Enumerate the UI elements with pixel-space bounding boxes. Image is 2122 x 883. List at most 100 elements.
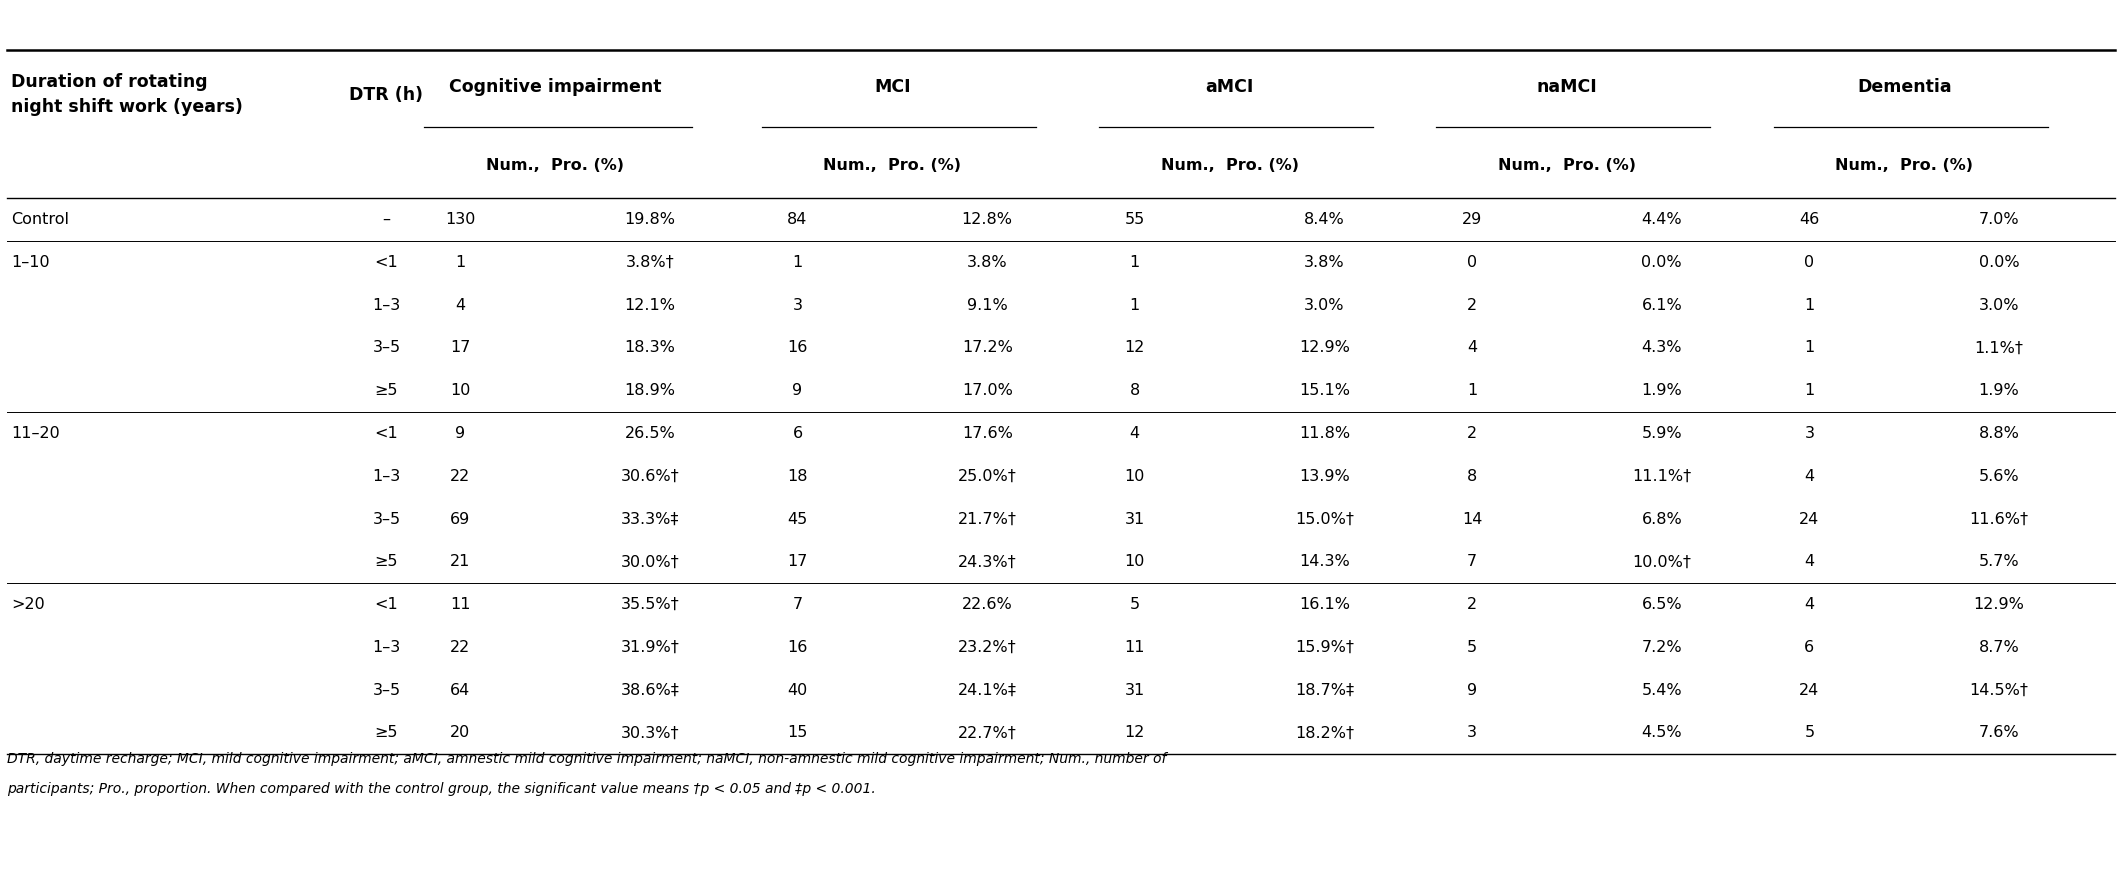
Text: 11: 11 [450, 597, 471, 612]
Text: 17.0%: 17.0% [961, 383, 1012, 398]
Text: 1: 1 [454, 255, 465, 270]
Text: 1: 1 [1466, 383, 1477, 398]
Text: 12: 12 [1125, 726, 1146, 741]
Text: 5.9%: 5.9% [1642, 426, 1683, 441]
Text: 0: 0 [1804, 255, 1814, 270]
Text: 4: 4 [1804, 469, 1814, 484]
Text: 20: 20 [450, 726, 471, 741]
Text: 1: 1 [1129, 298, 1140, 313]
Text: 31: 31 [1125, 683, 1146, 698]
Text: 18: 18 [787, 469, 808, 484]
Text: 9: 9 [454, 426, 465, 441]
Text: 1: 1 [792, 255, 802, 270]
Text: 1: 1 [1804, 341, 1814, 355]
Text: 7.0%: 7.0% [1980, 212, 2020, 227]
Text: 14: 14 [1462, 511, 1483, 526]
Text: 14.3%: 14.3% [1299, 555, 1350, 570]
Text: 6.8%: 6.8% [1642, 511, 1683, 526]
Text: 7: 7 [792, 597, 802, 612]
Text: 12.9%: 12.9% [1973, 597, 2024, 612]
Text: 6: 6 [792, 426, 802, 441]
Text: 11.1%†: 11.1%† [1632, 469, 1691, 484]
Text: 38.6%‡: 38.6%‡ [620, 683, 679, 698]
Text: 12.8%: 12.8% [961, 212, 1012, 227]
Text: 18.9%: 18.9% [624, 383, 675, 398]
Text: 21: 21 [450, 555, 471, 570]
Text: 3.0%: 3.0% [1305, 298, 1345, 313]
Text: 8.7%: 8.7% [1978, 640, 2020, 655]
Text: 3: 3 [1804, 426, 1814, 441]
Text: <1: <1 [373, 597, 399, 612]
Text: 4: 4 [1466, 341, 1477, 355]
Text: 16: 16 [787, 341, 808, 355]
Text: 7.2%: 7.2% [1642, 640, 1683, 655]
Text: 6: 6 [1804, 640, 1814, 655]
Text: 6.1%: 6.1% [1642, 298, 1683, 313]
Text: 30.3%†: 30.3%† [620, 726, 679, 741]
Text: ≥5: ≥5 [376, 726, 399, 741]
Text: 1: 1 [1804, 383, 1814, 398]
Text: 0.0%: 0.0% [1980, 255, 2020, 270]
Text: 4.3%: 4.3% [1642, 341, 1683, 355]
Text: >20: >20 [11, 597, 45, 612]
Text: 4.5%: 4.5% [1642, 726, 1683, 741]
Text: naMCI: naMCI [1536, 79, 1598, 96]
Text: 12: 12 [1125, 341, 1146, 355]
Text: <1: <1 [373, 426, 399, 441]
Text: 5.4%: 5.4% [1642, 683, 1683, 698]
Text: 0.0%: 0.0% [1642, 255, 1683, 270]
Text: 46: 46 [1799, 212, 1819, 227]
Text: 4: 4 [454, 298, 465, 313]
Text: 84: 84 [787, 212, 808, 227]
Text: 17: 17 [787, 555, 808, 570]
Text: aMCI: aMCI [1205, 79, 1254, 96]
Text: Cognitive impairment: Cognitive impairment [450, 79, 662, 96]
Text: 5: 5 [1466, 640, 1477, 655]
Text: 130: 130 [446, 212, 475, 227]
Text: 5.6%: 5.6% [1980, 469, 2020, 484]
Text: 18.3%: 18.3% [624, 341, 675, 355]
Text: 25.0%†: 25.0%† [957, 469, 1016, 484]
Text: 10: 10 [1125, 469, 1146, 484]
Text: 23.2%†: 23.2%† [957, 640, 1016, 655]
Text: 15.9%†: 15.9%† [1294, 640, 1354, 655]
Text: 6.5%: 6.5% [1642, 597, 1683, 612]
Text: 11.8%: 11.8% [1299, 426, 1350, 441]
Text: 11.6%†: 11.6%† [1969, 511, 2029, 526]
Text: 9: 9 [792, 383, 802, 398]
Text: 18.2%†: 18.2%† [1294, 726, 1354, 741]
Text: 3: 3 [792, 298, 802, 313]
Text: 1.1%†: 1.1%† [1976, 341, 2024, 355]
Text: 18.7%‡: 18.7%‡ [1294, 683, 1354, 698]
Text: 15.0%†: 15.0%† [1294, 511, 1354, 526]
Text: 1–10: 1–10 [11, 255, 49, 270]
Text: 29: 29 [1462, 212, 1481, 227]
Text: 2: 2 [1466, 597, 1477, 612]
Text: 15: 15 [787, 726, 808, 741]
Text: 16: 16 [787, 640, 808, 655]
Text: DTR (h): DTR (h) [350, 86, 424, 103]
Text: 5: 5 [1129, 597, 1140, 612]
Text: 4: 4 [1804, 597, 1814, 612]
Text: 11–20: 11–20 [11, 426, 59, 441]
Text: 5: 5 [1804, 726, 1814, 741]
Text: Duration of rotating
night shift work (years): Duration of rotating night shift work (y… [11, 73, 244, 117]
Text: 2: 2 [1466, 298, 1477, 313]
Text: Dementia: Dementia [1857, 79, 1952, 96]
Text: 1.9%: 1.9% [1642, 383, 1683, 398]
Text: 31.9%†: 31.9%† [620, 640, 679, 655]
Text: 1–3: 1–3 [371, 640, 401, 655]
Text: 30.0%†: 30.0%† [620, 555, 679, 570]
Text: 24: 24 [1799, 683, 1819, 698]
Text: 22.7%†: 22.7%† [957, 726, 1016, 741]
Text: 10.0%†: 10.0%† [1632, 555, 1691, 570]
Text: 8.8%: 8.8% [1978, 426, 2020, 441]
Text: 3–5: 3–5 [371, 511, 401, 526]
Text: 14.5%†: 14.5%† [1969, 683, 2029, 698]
Text: 22: 22 [450, 640, 471, 655]
Text: 2: 2 [1466, 426, 1477, 441]
Text: Num.,  Pro. (%): Num., Pro. (%) [1161, 158, 1299, 173]
Text: 69: 69 [450, 511, 471, 526]
Text: 40: 40 [787, 683, 808, 698]
Text: 0: 0 [1466, 255, 1477, 270]
